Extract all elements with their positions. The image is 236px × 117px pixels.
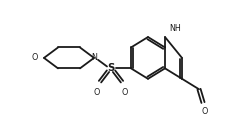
Text: O: O (202, 107, 208, 116)
Text: O: O (32, 53, 38, 62)
Text: O: O (94, 88, 100, 97)
Text: NH: NH (169, 24, 181, 33)
Text: N: N (91, 53, 97, 62)
Text: O: O (122, 88, 128, 97)
Text: S: S (107, 63, 115, 73)
